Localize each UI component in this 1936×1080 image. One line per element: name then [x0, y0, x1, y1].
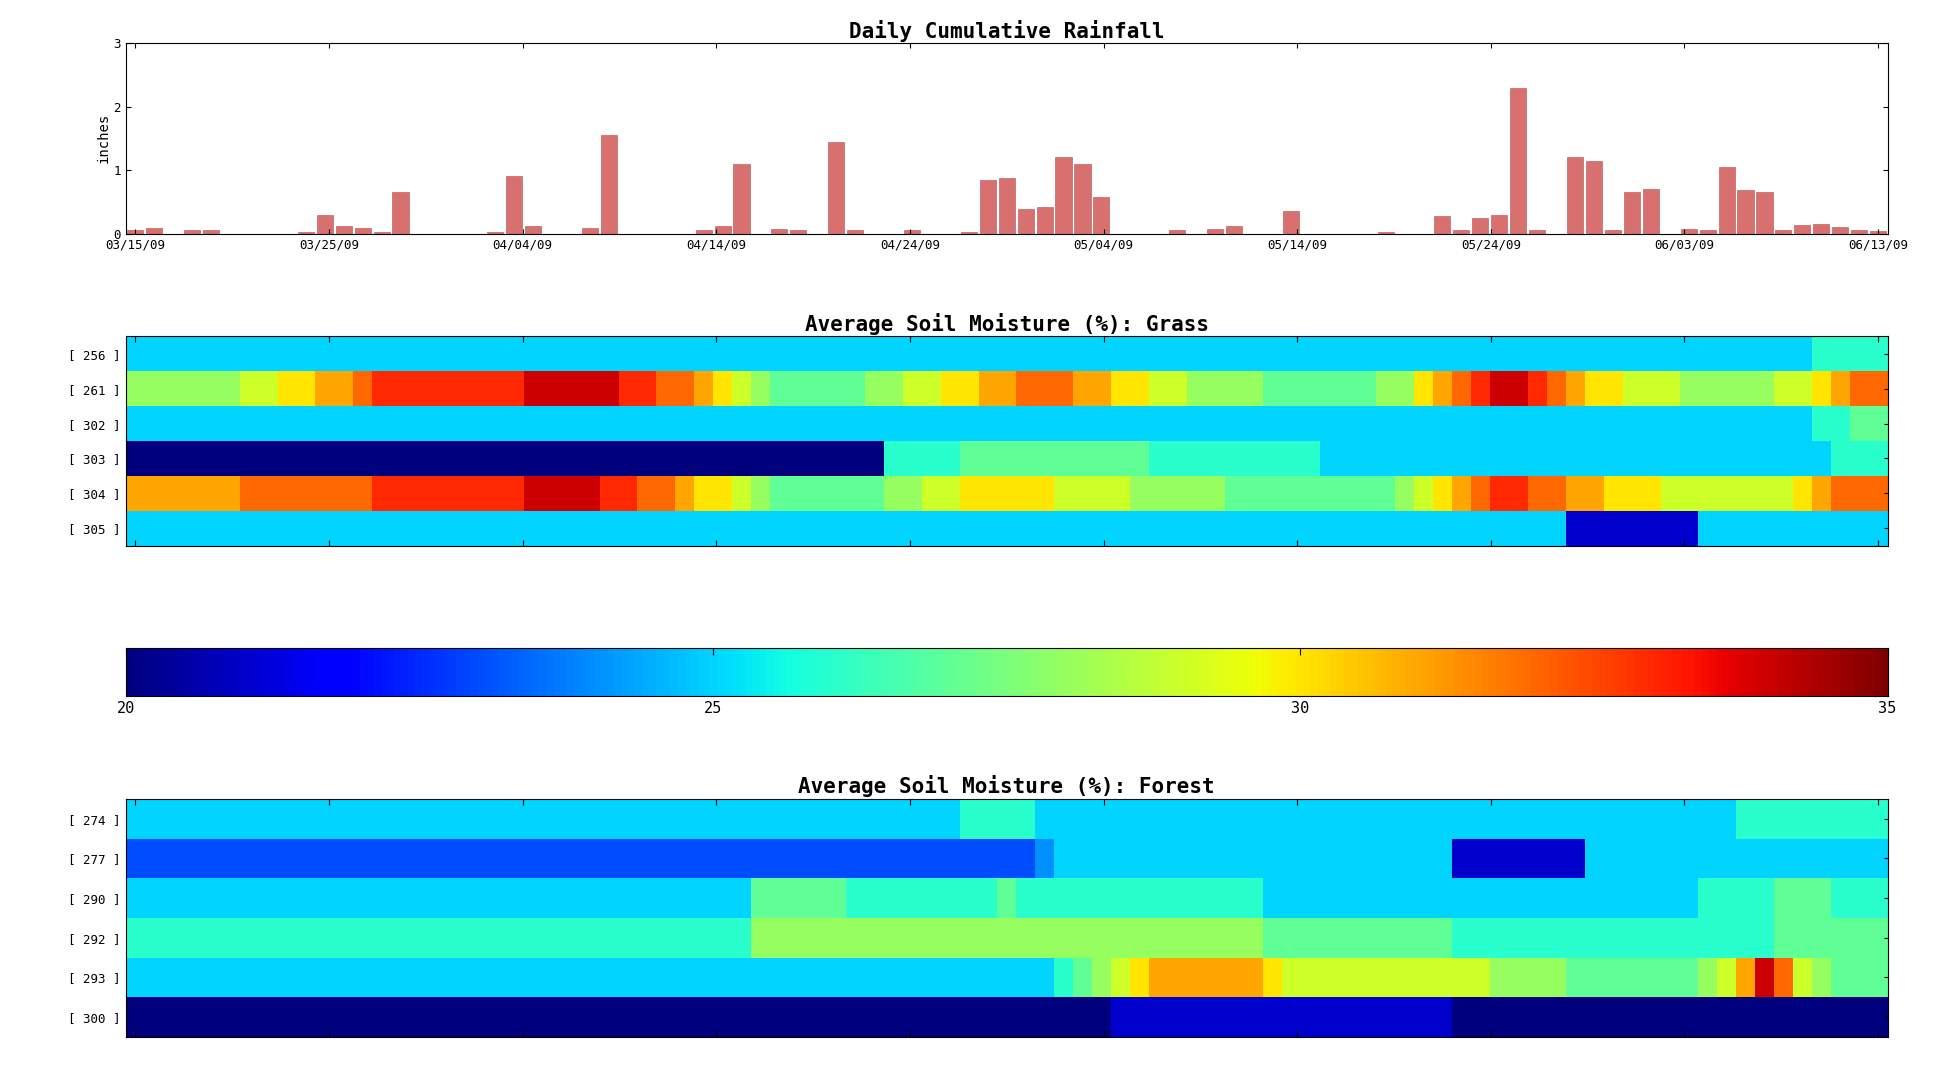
- Bar: [1225, 226, 1243, 233]
- Bar: [771, 229, 788, 233]
- Bar: [960, 232, 978, 233]
- Bar: [203, 230, 219, 233]
- Bar: [1756, 192, 1773, 233]
- Bar: [1775, 230, 1791, 233]
- Bar: [354, 229, 370, 233]
- Bar: [1018, 210, 1034, 233]
- Bar: [335, 226, 352, 233]
- Bar: [1284, 212, 1299, 233]
- Bar: [1624, 192, 1640, 233]
- Bar: [714, 226, 730, 233]
- Bar: [848, 230, 863, 233]
- Bar: [1491, 215, 1508, 233]
- Bar: [734, 164, 749, 233]
- Bar: [1586, 161, 1601, 233]
- Bar: [128, 230, 143, 233]
- Title: Daily Cumulative Rainfall: Daily Cumulative Rainfall: [848, 19, 1165, 42]
- Bar: [583, 229, 598, 233]
- Bar: [147, 229, 163, 233]
- Bar: [1851, 230, 1866, 233]
- Bar: [1036, 207, 1053, 233]
- Y-axis label: inches: inches: [97, 113, 110, 163]
- Bar: [525, 226, 542, 233]
- Bar: [1435, 216, 1450, 233]
- Bar: [904, 230, 920, 233]
- Bar: [1471, 218, 1489, 233]
- Bar: [1094, 198, 1109, 233]
- Bar: [695, 230, 712, 233]
- Bar: [393, 192, 408, 233]
- Bar: [980, 179, 995, 233]
- Bar: [1700, 230, 1715, 233]
- Bar: [298, 232, 314, 233]
- Bar: [1074, 164, 1090, 233]
- Title: Average Soil Moisture (%): Grass: Average Soil Moisture (%): Grass: [805, 313, 1208, 335]
- Bar: [600, 135, 618, 233]
- Bar: [1831, 227, 1849, 233]
- Bar: [829, 141, 844, 233]
- Bar: [1737, 190, 1754, 233]
- Bar: [790, 230, 807, 233]
- Bar: [184, 230, 199, 233]
- Bar: [1454, 230, 1469, 233]
- Bar: [1870, 231, 1886, 233]
- Bar: [999, 178, 1014, 233]
- Bar: [1510, 87, 1526, 233]
- Bar: [1680, 229, 1696, 233]
- Bar: [1814, 224, 1830, 233]
- Bar: [374, 232, 389, 233]
- Bar: [1795, 225, 1810, 233]
- Bar: [1719, 167, 1735, 233]
- Title: Average Soil Moisture (%): Forest: Average Soil Moisture (%): Forest: [798, 775, 1216, 797]
- Bar: [1206, 229, 1224, 233]
- Bar: [318, 215, 333, 233]
- Bar: [505, 176, 523, 233]
- Bar: [1644, 189, 1659, 233]
- Bar: [1605, 230, 1620, 233]
- Bar: [1169, 230, 1185, 233]
- Bar: [1378, 232, 1394, 233]
- Bar: [1529, 230, 1545, 233]
- Bar: [1055, 158, 1073, 233]
- Bar: [1566, 158, 1584, 233]
- Bar: [488, 231, 503, 233]
